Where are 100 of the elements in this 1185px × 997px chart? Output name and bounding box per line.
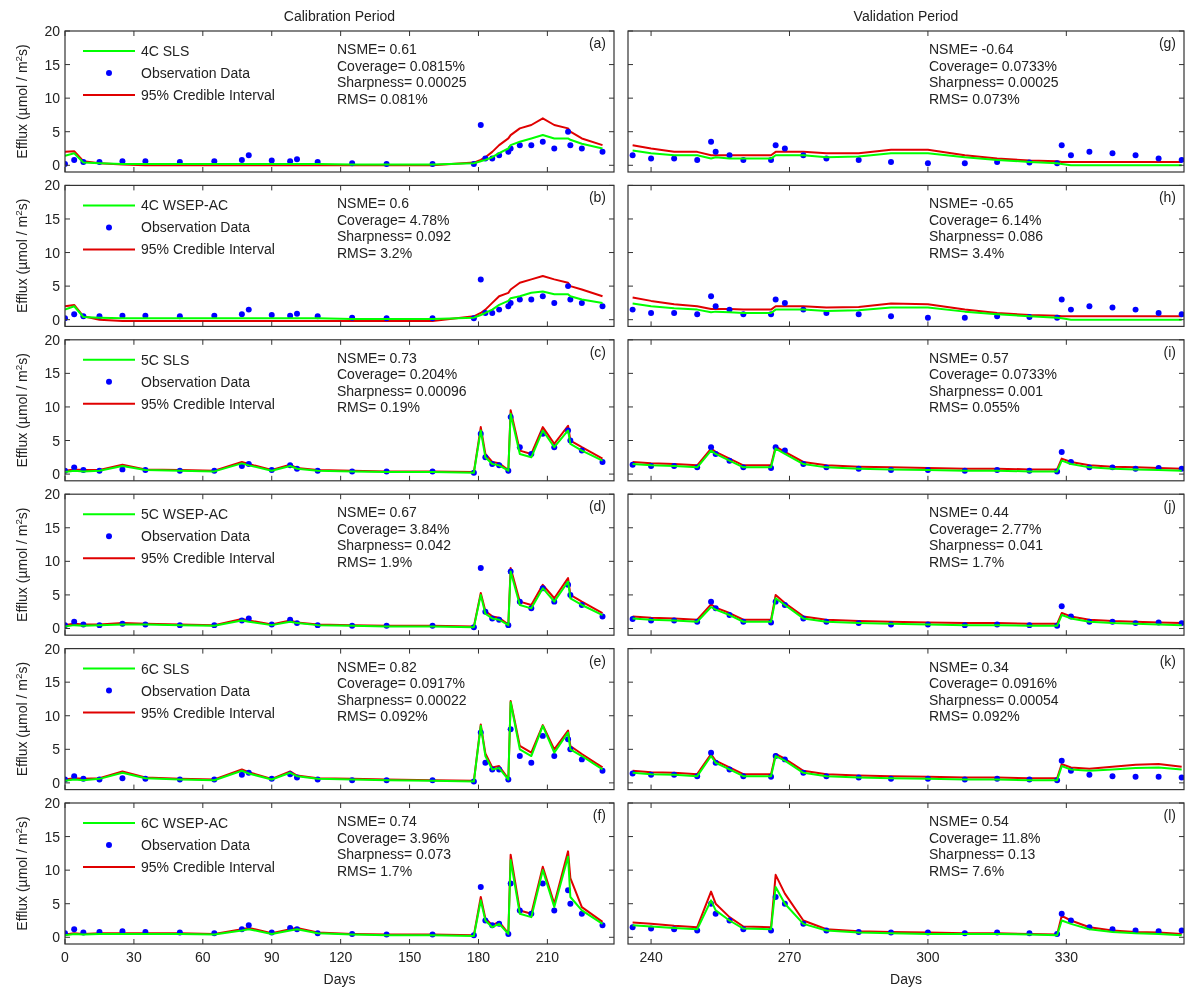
annotation: Coverage= 0.0916%	[929, 675, 1058, 692]
legend-label: Observation Data	[141, 528, 251, 545]
legend-label: Observation Data	[141, 837, 251, 853]
annotation: Sharpness= 0.00096	[337, 382, 467, 399]
x-tick-label: 210	[535, 949, 560, 965]
legend-label: 4C WSEP-AC	[141, 197, 229, 214]
annotation: Coverage= 11.8%	[929, 829, 1041, 846]
annotation: RMS= 0.19%	[337, 399, 420, 416]
legend-label: 95% Credible Interval	[141, 87, 275, 103]
annotation: Coverage= 0.0733%	[929, 57, 1058, 74]
annotation: NSME= 0.34	[929, 658, 1009, 675]
legend-label: 95% Credible Interval	[141, 395, 275, 412]
annotation: Sharpness= 0.092	[337, 228, 452, 245]
annotation: Sharpness= 0.00022	[337, 691, 467, 708]
y-tick-label: 10	[44, 553, 61, 570]
y-tick-label: 5	[52, 123, 61, 140]
y-tick-label: 10	[44, 398, 61, 415]
y-tick-label: 15	[44, 365, 61, 382]
annotation: Coverage= 4.78%	[337, 211, 450, 228]
legend-label: 95% Credible Interval	[141, 241, 275, 258]
annotation: (c)	[589, 343, 606, 360]
annotation: Sharpness= 0.042	[337, 537, 452, 554]
y-tick-label: 15	[44, 674, 61, 691]
annotation: (g)	[1158, 35, 1176, 51]
annotation: RMS= 1.9%	[337, 553, 413, 570]
annotation: RMS= 1.7%	[929, 553, 1005, 570]
x-tick-label: 270	[777, 949, 802, 965]
y-tick-label: 0	[52, 311, 61, 328]
x-axis-title: Days	[323, 971, 356, 987]
y-tick-label: 15	[44, 56, 61, 73]
annotation: (l)	[1163, 807, 1176, 823]
y-tick-label: 5	[52, 432, 61, 449]
annotation: (f)	[592, 807, 606, 823]
y-tick-label: 5	[52, 278, 61, 295]
y-tick-label: 10	[44, 862, 61, 879]
legend-label: 6C SLS	[141, 660, 190, 677]
annotation: (i)	[1163, 343, 1176, 360]
annotation: Sharpness= 0.086	[929, 228, 1044, 245]
legend-label: 6C WSEP-AC	[141, 815, 229, 831]
y-tick-label: 10	[44, 244, 61, 261]
annotation: Coverage= 0.0815%	[337, 57, 466, 74]
annotation: NSME= 0.73	[337, 349, 417, 366]
annotation: NSME= 0.57	[929, 349, 1009, 366]
annotation: RMS= 0.081%	[337, 90, 428, 107]
chart-title: Calibration Period	[283, 8, 396, 24]
legend-label: Observation Data	[141, 373, 251, 390]
annotation: Sharpness= 0.00025	[337, 74, 467, 90]
annotation: (d)	[588, 498, 606, 515]
x-tick-label: 120	[328, 949, 353, 965]
y-tick-label: 0	[52, 157, 61, 174]
annotation: Sharpness= 0.13	[929, 846, 1036, 862]
x-tick-label: 150	[397, 949, 422, 965]
legend-label: 5C SLS	[141, 351, 190, 368]
y-tick-label: 20	[44, 331, 61, 348]
x-tick-label: 60	[195, 949, 211, 965]
annotation: Coverage= 0.0917%	[337, 675, 466, 692]
annotation: (a)	[588, 35, 606, 51]
x-tick-label: 30	[126, 949, 142, 965]
annotation: NSME= -0.64	[929, 41, 1014, 57]
y-tick-label: 0	[52, 466, 61, 483]
y-tick-label: 5	[52, 586, 61, 603]
y-tick-label: 20	[44, 23, 61, 39]
annotation: NSME= 0.61	[337, 41, 417, 57]
annotation: Sharpness= 0.073	[337, 846, 452, 862]
annotation: Sharpness= 0.00054	[929, 691, 1059, 708]
y-tick-label: 15	[44, 828, 61, 845]
y-tick-label: 20	[44, 640, 61, 657]
legend-label: 95% Credible Interval	[141, 704, 275, 721]
annotation: Coverage= 2.77%	[929, 520, 1042, 537]
annotation: NSME= -0.65	[929, 195, 1014, 212]
annotation: Sharpness= 0.041	[929, 537, 1044, 554]
x-tick-label: 330	[1054, 949, 1079, 965]
annotation: RMS= 3.4%	[929, 244, 1005, 261]
x-tick-label: 90	[263, 949, 280, 965]
legend-label: 95% Credible Interval	[141, 859, 275, 875]
annotation: RMS= 0.073%	[929, 90, 1020, 107]
annotation: RMS= 7.6%	[929, 862, 1005, 879]
annotation: Coverage= 0.0733%	[929, 366, 1058, 383]
legend-label: Observation Data	[141, 65, 251, 81]
annotation: (h)	[1158, 189, 1176, 206]
annotation: RMS= 0.055%	[929, 399, 1020, 416]
annotation: (j)	[1163, 498, 1176, 515]
y-tick-label: 10	[44, 707, 61, 724]
annotation: (b)	[588, 189, 606, 206]
legend-label: 4C SLS	[141, 43, 190, 59]
y-tick-label: 5	[52, 741, 61, 758]
annotation: RMS= 1.7%	[337, 862, 413, 879]
annotation: Coverage= 3.96%	[337, 829, 450, 846]
y-tick-label: 0	[52, 774, 61, 791]
annotation: NSME= 0.44	[929, 504, 1009, 521]
annotation: (e)	[588, 652, 606, 669]
y-tick-label: 0	[52, 929, 61, 946]
y-tick-label: 5	[52, 895, 61, 912]
x-tick-label: 300	[916, 949, 940, 965]
y-tick-label: 20	[44, 795, 61, 811]
x-tick-label: 180	[466, 949, 491, 965]
y-tick-label: 0	[52, 620, 61, 637]
annotation: Sharpness= 0.00025	[929, 74, 1059, 90]
annotation: NSME= 0.82	[337, 658, 417, 675]
annotation: Coverage= 0.204%	[337, 366, 458, 383]
